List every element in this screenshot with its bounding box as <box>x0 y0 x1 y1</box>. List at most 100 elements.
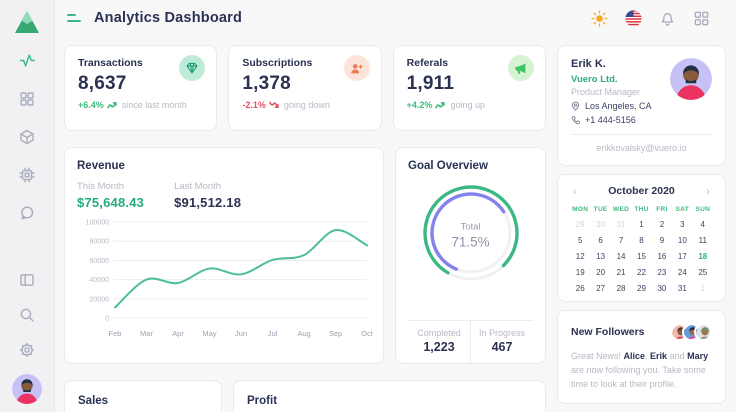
goal-gauge: Total 71.5% <box>412 174 530 297</box>
sidebar-nav <box>19 52 36 221</box>
goal-title: Goal Overview <box>408 160 488 172</box>
location-pin-icon <box>571 101 580 111</box>
calendar-day[interactable]: 6 <box>598 236 603 245</box>
calendar-day-name: WED <box>613 206 630 213</box>
calendar-day[interactable]: 2 <box>659 220 665 229</box>
sales-card: Sales <box>64 380 222 412</box>
calendar-day[interactable]: 9 <box>659 236 665 245</box>
layout-panel-icon[interactable] <box>19 271 36 288</box>
calendar-day[interactable]: 10 <box>677 236 687 245</box>
calendar-next-icon[interactable]: › <box>705 184 710 198</box>
svg-text:Jul: Jul <box>268 329 278 338</box>
svg-text:Mar: Mar <box>140 329 153 338</box>
activity-icon[interactable] <box>19 52 36 69</box>
svg-text:Aug: Aug <box>297 329 310 338</box>
calendar-day-name: THU <box>634 206 649 213</box>
calendar-day[interactable]: 19 <box>575 268 585 277</box>
profile-company: Vuero Ltd. <box>571 74 618 85</box>
calendar-day[interactable]: 26 <box>575 284 585 293</box>
calendar-day[interactable]: 28 <box>616 284 626 293</box>
calendar-day[interactable]: 1 <box>639 220 644 229</box>
calendar-day[interactable]: 20 <box>596 268 606 277</box>
calendar-day[interactable]: 17 <box>677 252 687 261</box>
trend-up-icon <box>106 102 117 109</box>
chat-bubble-icon[interactable] <box>19 204 36 221</box>
divider <box>571 134 712 135</box>
calendar-prev-icon[interactable]: ‹ <box>573 184 577 198</box>
referals-delta: +4.2% going up <box>406 100 485 110</box>
sidebar-nav-bottom <box>19 271 36 358</box>
dashboard-content: Transactions 8,637 +6.4% since last mont… <box>55 36 736 412</box>
profile-role: Product Manager <box>571 87 641 97</box>
calendar-day[interactable]: 12 <box>575 252 585 261</box>
goal-overview-card: Goal Overview Total 71.5% Completed 1,22… <box>395 147 546 364</box>
revenue-title: Revenue <box>77 160 125 172</box>
stats-row: Transactions 8,637 +6.4% since last mont… <box>64 45 546 131</box>
profile-name: Erik K. <box>571 58 606 70</box>
dashboard-grid-icon[interactable] <box>19 90 36 107</box>
settings-gear-icon[interactable] <box>19 341 36 358</box>
calendar-day-today[interactable]: 18 <box>698 252 708 261</box>
profile-avatar[interactable] <box>670 58 712 100</box>
calendar-day[interactable]: 21 <box>616 268 626 277</box>
gauge-total-label: Total <box>460 220 481 232</box>
svg-text:Sep: Sep <box>329 329 342 338</box>
theme-sun-icon[interactable] <box>591 9 608 27</box>
svg-text:40000: 40000 <box>90 277 110 284</box>
subscriptions-card: Subscriptions 1,378 -2.1% going down <box>228 45 382 131</box>
calendar-day[interactable]: 31 <box>677 284 687 293</box>
calendar-day-name: TUE <box>593 206 608 213</box>
svg-text:Feb: Feb <box>109 329 122 338</box>
calendar-day[interactable]: 8 <box>639 236 644 245</box>
inprogress-value: 467 <box>491 340 513 354</box>
calendar-day[interactable]: 22 <box>637 268 646 277</box>
followers-title: New Followers <box>571 326 645 338</box>
calendar-day[interactable]: 13 <box>596 252 606 261</box>
calendar-day[interactable]: 23 <box>657 268 667 277</box>
calendar-day[interactable]: 30 <box>657 284 667 293</box>
header-actions <box>591 9 710 27</box>
vuero-logo-icon[interactable] <box>14 10 40 34</box>
box-icon[interactable] <box>19 128 36 145</box>
apps-grid-icon[interactable] <box>693 10 710 27</box>
calendar-day[interactable]: 27 <box>596 284 606 293</box>
calendar-day[interactable]: 7 <box>618 236 624 245</box>
calendar-day[interactable]: 4 <box>700 220 705 229</box>
this-month-value: $75,648.43 <box>77 195 145 210</box>
calendar-day[interactable]: 30 <box>596 220 606 229</box>
calendar-day[interactable]: 1 <box>700 284 705 293</box>
goal-gauge-chart <box>422 185 519 281</box>
calendar-day[interactable]: 31 <box>616 220 626 229</box>
calendar-day[interactable]: 29 <box>575 220 585 229</box>
new-followers-card: New Followers Great News! Alice, Erik an… <box>557 310 726 404</box>
gauge-total-value: 71.5% <box>451 233 490 249</box>
calendar-day[interactable]: 3 <box>680 220 685 229</box>
calendar-month-title: October 2020 <box>608 185 675 197</box>
main-area: Analytics Dashboard Transactions 8,637 <box>55 0 736 412</box>
calendar-day[interactable]: 11 <box>698 236 707 245</box>
profit-card: Profit <box>233 380 546 412</box>
svg-text:0: 0 <box>105 316 109 323</box>
cpu-chip-icon[interactable] <box>19 166 36 183</box>
calendar-grid: MON TUE WED THU FRI SAT SUN 29 30 31 1 2 3 4 5 6 7 8 9 10 11… <box>570 206 713 293</box>
search-icon[interactable] <box>19 306 36 323</box>
calendar-day[interactable]: 5 <box>577 236 583 245</box>
calendar-day[interactable]: 24 <box>677 268 687 277</box>
calendar-day[interactable]: 25 <box>698 268 708 277</box>
notifications-bell-icon[interactable] <box>659 10 676 27</box>
calendar-day-name: FRI <box>656 206 668 213</box>
follower-avatar[interactable] <box>694 323 712 341</box>
this-month-label: This Month <box>77 181 124 192</box>
calendar-day[interactable]: 15 <box>637 252 646 261</box>
profile-phone: +1 444-5156 <box>571 115 712 125</box>
calendar-day[interactable]: 14 <box>616 252 626 261</box>
calendar-day[interactable]: 29 <box>637 284 646 293</box>
svg-text:Jun: Jun <box>235 329 247 338</box>
calendar-day[interactable]: 16 <box>657 252 667 261</box>
language-us-flag-icon[interactable] <box>625 9 642 27</box>
menu-toggle-icon[interactable] <box>65 12 83 24</box>
user-avatar[interactable] <box>12 374 42 404</box>
follower-avatars <box>670 323 712 341</box>
svg-text:Oct: Oct <box>361 329 373 338</box>
completed-label: Completed <box>417 328 461 338</box>
